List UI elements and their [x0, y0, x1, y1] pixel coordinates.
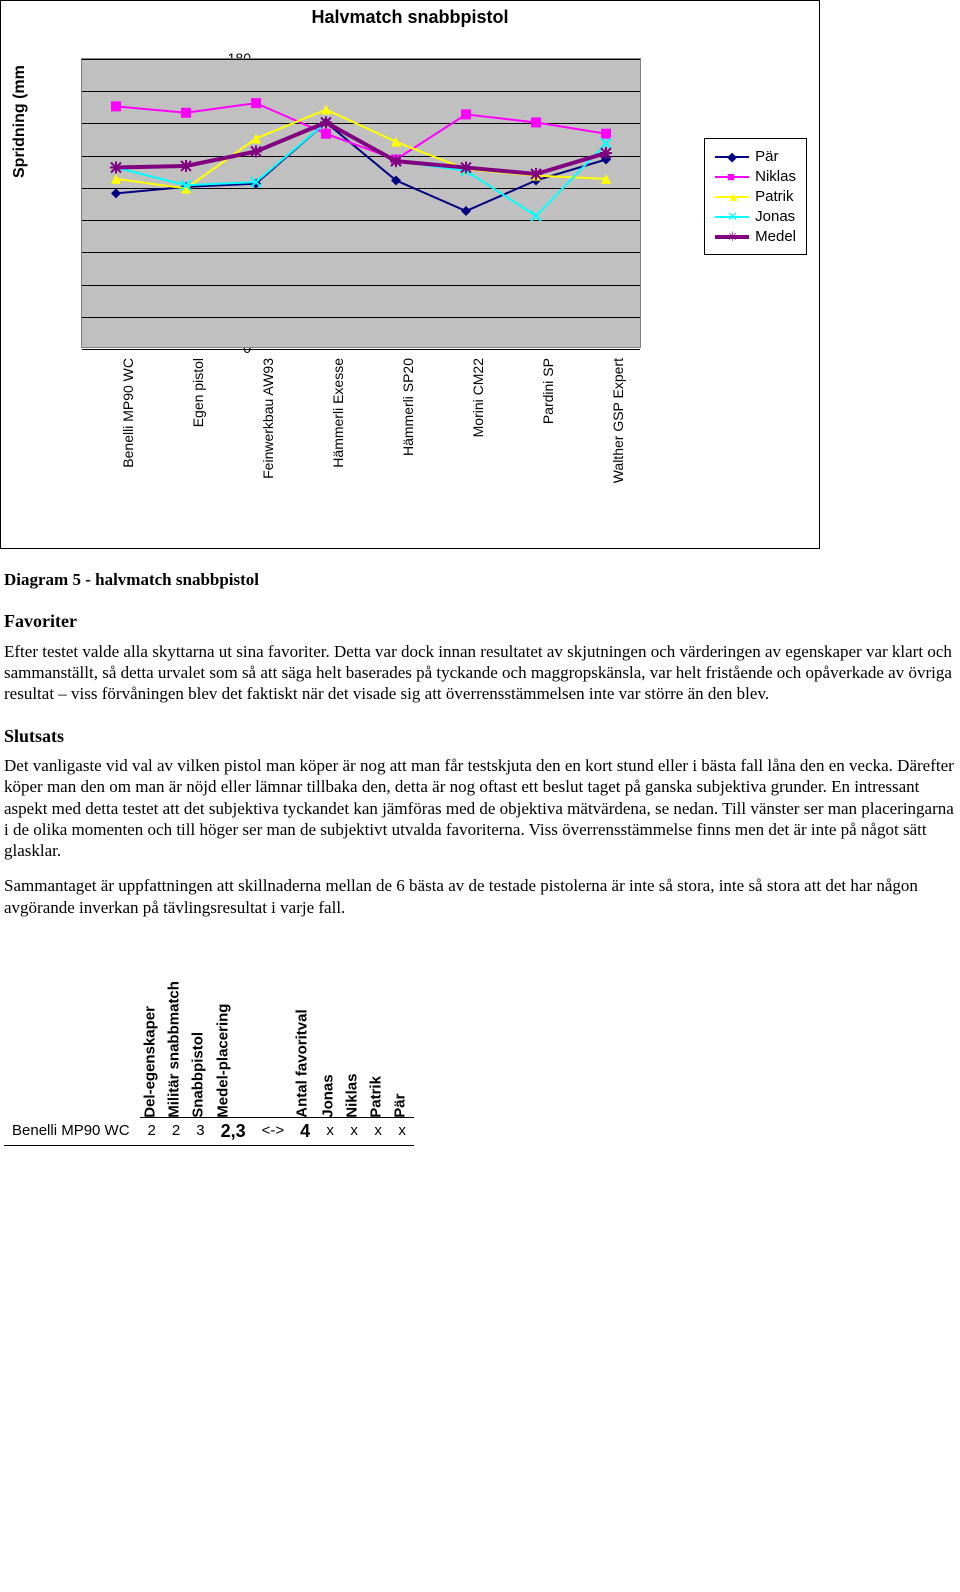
plot-frame [81, 58, 641, 348]
legend-label: Niklas [755, 168, 796, 185]
legend-item: ✕Jonas [715, 208, 796, 225]
favoriter-heading: Favoriter [4, 610, 956, 633]
slutsats-heading: Slutsats [4, 725, 956, 748]
legend-label: Patrik [755, 188, 793, 205]
chart-body: Spridning (mm 020406080100120140160180 B… [1, 28, 819, 548]
table-cell: <-> [254, 1118, 293, 1146]
legend-item: ✳Medel [715, 228, 796, 245]
table-cell: 2,3 [213, 1118, 254, 1146]
legend-label: Jonas [755, 208, 795, 225]
xtick-label: Morini CM22 [470, 358, 486, 508]
table-col-header: Medel-placering [213, 958, 254, 1118]
slutsats-p2: Sammantaget är uppfattningen att skillna… [4, 875, 956, 918]
table-cell: 3 [188, 1118, 212, 1146]
chart-container: Halvmatch snabbpistol Spridning (mm 0204… [0, 0, 820, 549]
legend-item: ◆Pär [715, 148, 796, 165]
yaxis-title: Spridning (mm [11, 65, 29, 178]
table-col-header: Niklas [342, 958, 366, 1118]
legend-label: Pär [755, 148, 778, 165]
xtick-label: Egen pistol [190, 358, 206, 508]
table-cell: x [390, 1118, 414, 1146]
chart-caption: Diagram 5 - halvmatch snabbpistol [4, 569, 956, 590]
table-cell: x [366, 1118, 390, 1146]
xtick-label: Walther GSP Expert [610, 358, 626, 508]
xtick-label: Feinwerkbau AW93 [260, 358, 276, 508]
legend-item: ■Niklas [715, 168, 796, 185]
favoriter-p1: Efter testet valde alla skyttarna ut sin… [4, 641, 956, 705]
legend: ◆Pär ■Niklas ▲Patrik ✕Jonas ✳Medel [704, 138, 807, 255]
table-cell: 2 [140, 1118, 164, 1146]
table-cell: x [318, 1118, 342, 1146]
table-col-header [254, 958, 293, 1118]
table-col-header: Jonas [318, 958, 342, 1118]
xtick-label: Benelli MP90 WC [120, 358, 136, 508]
table-cell: 4 [292, 1118, 318, 1146]
chart-title: Halvmatch snabbpistol [1, 1, 819, 28]
legend-item: ▲Patrik [715, 188, 796, 205]
x-axis-labels: Benelli MP90 WC Egen pistol Feinwerkbau AW… [81, 358, 641, 518]
table-col-header: Del-egenskaper [140, 958, 164, 1118]
table-cell: 2 [164, 1118, 188, 1146]
table-col-header: Antal favoritval [292, 958, 318, 1118]
document-body: Diagram 5 - halvmatch snabbpistol Favori… [0, 569, 960, 1146]
summary-table: Del-egenskaperMilitär snabbmatchSnabbpis… [4, 958, 414, 1146]
table-col-header: Pär [390, 958, 414, 1118]
legend-label: Medel [755, 228, 796, 245]
table-col-header: Patrik [366, 958, 390, 1118]
table-row-name: Benelli MP90 WC [4, 1118, 140, 1146]
table-cell: x [342, 1118, 366, 1146]
xtick-label: Pardini SP [540, 358, 556, 508]
xtick-label: Hämmerli Exesse [330, 358, 346, 508]
slutsats-p1: Det vanligaste vid val av vilken pistol … [4, 755, 956, 861]
xtick-label: Hämmerli SP20 [400, 358, 416, 508]
table-col-header: Militär snabbmatch [164, 958, 188, 1118]
table-col-header: Snabbpistol [188, 958, 212, 1118]
